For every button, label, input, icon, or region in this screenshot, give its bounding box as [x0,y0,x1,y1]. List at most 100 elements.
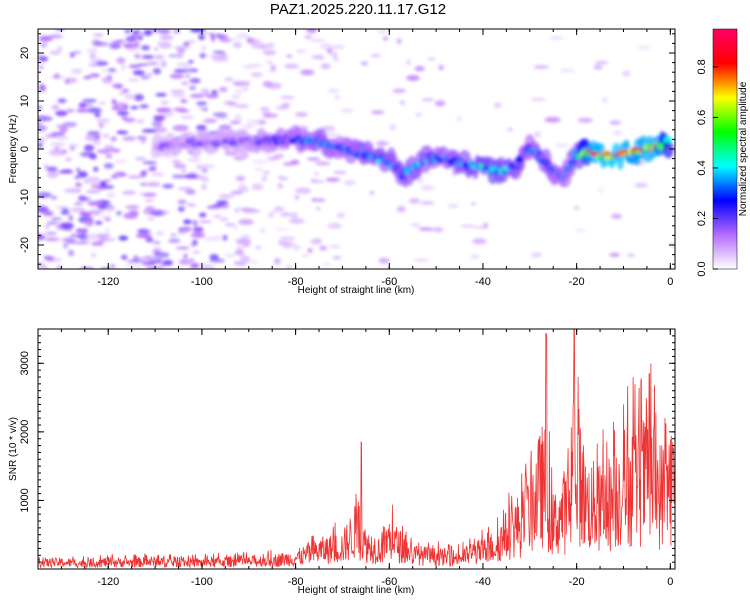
heatmap-noise-blob [125,205,140,210]
snr-y-axis-title: SNR (10 * v/v) [8,417,19,481]
heatmap-noise-blob [370,190,375,195]
y-tick-label: 10 [19,95,31,107]
heatmap-noise-blob [263,113,278,118]
heatmap-noise-blob [192,226,204,233]
heatmap-noise-blob [531,252,542,258]
heatmap-noise-blob [69,207,85,213]
heatmap-noise-blob [133,94,145,101]
heatmap-noise-blob [171,160,182,164]
heatmap-noise-blob [87,201,103,206]
heatmap-noise-blob [427,57,436,61]
heatmap-noise-blob [158,29,171,35]
x-tick-label: -40 [475,576,491,588]
heatmap-ridge-core [568,163,574,169]
heatmap-noise-blob [235,104,249,108]
heatmap-noise-blob [241,124,254,130]
heatmap-noise-blob [311,178,317,182]
heatmap-noise-blob [277,182,284,189]
heatmap-noise-blob [637,46,652,50]
heatmap-noise-blob [79,212,93,217]
heatmap-noise-blob [168,238,181,243]
heatmap-noise-blob [89,73,100,78]
heatmap-noise-blob [50,217,62,221]
colorbar-axis: 0.0 0.2 0.4 0.6 0.8 [696,28,738,277]
heatmap-noise-blob [38,56,49,62]
heatmap-noise-blob [82,99,97,103]
heatmap-noise-blob [375,141,391,145]
heatmap-noise-blob [326,47,333,54]
heatmap-noise-blob [203,237,219,241]
heatmap-noise-blob [134,54,139,57]
heatmap-noise-blob [370,110,385,115]
heatmap-noise-blob [110,264,116,268]
heatmap-noise-blob [244,256,250,262]
heatmap-noise-blob [199,53,206,58]
heatmap-noise-blob [203,118,218,123]
heatmap-noise-blob [370,54,381,58]
heatmap-noise-blob [102,133,110,139]
heatmap-noise-blob [38,138,45,143]
heatmap-noise-blob [104,145,115,151]
heatmap-noise-blob [141,129,157,133]
heatmap-noise-blob [219,217,229,222]
heatmap-noise-blob [268,212,274,218]
colorbar [713,29,737,269]
heatmap-noise-blob [110,136,117,142]
heatmap-noise-blob [530,98,546,101]
heatmap-noise-blob [159,35,174,40]
heatmap-noise-blob [181,81,189,86]
heatmap-noise-blob [121,254,128,260]
heatmap-noise-blob [329,245,341,249]
heatmap-noise-blob [99,180,107,187]
colorbar-tick-label: 0.0 [696,261,708,276]
colorbar-tick-label: 0.6 [696,110,708,125]
heatmap-noise-blob [143,29,153,36]
heatmap-noise-blob [593,64,603,70]
heatmap-noise-blob [224,77,234,82]
heatmap-noise-blob [145,182,161,187]
heatmap-noise-blob [262,170,270,175]
heatmap-noise-blob [544,116,561,123]
heatmap-noise-blob [246,119,261,126]
heatmap-noise-blob [156,40,171,48]
heatmap-noise-blob [234,250,245,256]
heatmap-noise-blob [295,49,306,53]
heatmap-noise-blob [83,76,91,79]
heatmap-noise-blob [77,171,88,178]
heatmap-noise-blob [234,114,242,122]
heatmap-noise-blob [80,151,96,157]
heatmap-noise-blob [92,182,101,187]
heatmap-noise-blob [471,202,476,206]
heatmap-noise-blob [55,136,69,140]
heatmap-noise-blob [99,121,104,129]
heatmap-noise-blob [160,210,170,215]
heatmap-noise-blob [51,104,60,110]
heatmap-noise-blob [214,33,222,37]
heatmap-noise-blob [48,149,64,156]
heatmap-noise-blob [104,179,111,182]
chart-title: PAZ1.2025.220.11.17.G12 [269,1,447,18]
heatmap-noise-blob [574,228,587,232]
heatmap-noise-blob [46,222,58,225]
heatmap-noise-blob [185,74,190,78]
heatmap-noise-blob [425,171,432,175]
heatmap-noise-blob [340,108,354,113]
heatmap-noise-blob [136,32,146,36]
heatmap-noise-blob [175,246,190,250]
x-tick-label: -80 [288,276,304,288]
heatmap-noise-blob [136,119,145,123]
heatmap-noise-blob [74,202,83,206]
heatmap-noise-blob [116,111,130,116]
heatmap-noise-blob [595,61,609,64]
heatmap-noise-blob [336,212,345,218]
heatmap-noise-blob [96,234,111,238]
heatmap-noise-blob [331,51,338,59]
heatmap-noise-blob [238,219,254,225]
heatmap-noise-blob [199,105,204,111]
heatmap-noise-blob [137,228,149,233]
heatmap-noise-blob [68,249,75,257]
heatmap-noise-blob [130,106,139,110]
heatmap-noise-blob [609,120,622,125]
heatmap-noise-blob [150,29,162,34]
heatmap-noise-blob [389,124,397,131]
